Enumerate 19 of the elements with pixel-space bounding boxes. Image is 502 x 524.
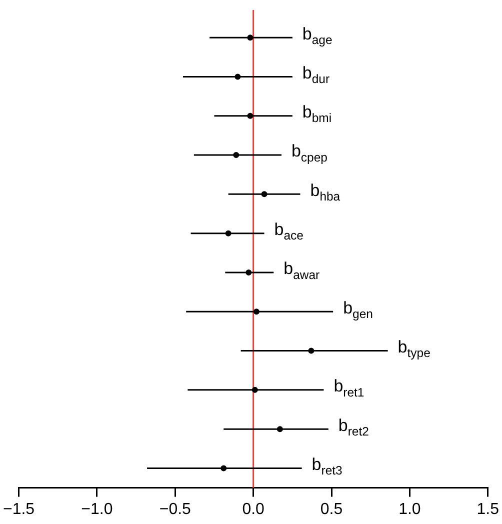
x-tick-label: 1.5 — [476, 500, 500, 518]
x-tick-label: −0.5 — [159, 500, 192, 518]
point — [220, 465, 227, 472]
point — [261, 191, 268, 198]
x-tick-label: 0.0 — [242, 500, 265, 518]
x-tick-label: −1.5 — [2, 500, 35, 518]
x-tick-label: −1.0 — [81, 500, 113, 518]
point — [252, 386, 258, 393]
point — [247, 112, 254, 119]
x-tick-label: 0.5 — [320, 500, 343, 518]
point — [225, 230, 232, 236]
point — [253, 308, 260, 315]
point — [247, 34, 254, 41]
point — [308, 348, 314, 354]
point — [246, 269, 252, 276]
point — [233, 152, 240, 158]
x-tick-label: 1.0 — [398, 500, 421, 518]
point — [276, 426, 283, 432]
point — [234, 74, 241, 80]
